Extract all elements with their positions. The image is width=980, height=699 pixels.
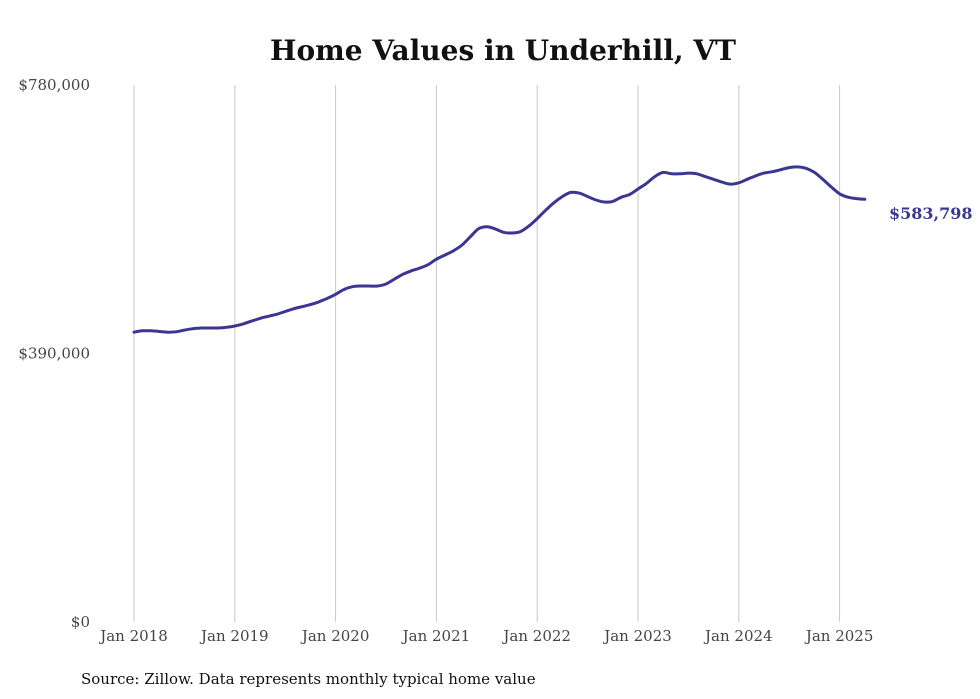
home-value-line bbox=[132, 165, 867, 334]
x-tick-label: Jan 2018 bbox=[98, 627, 168, 645]
x-tick-label: Jan 2023 bbox=[602, 627, 672, 645]
x-tick-label: Jan 2021 bbox=[401, 627, 471, 645]
chart-title: Home Values in Underhill, VT bbox=[270, 34, 736, 67]
x-tick-label: Jan 2020 bbox=[300, 627, 370, 645]
series-layer bbox=[132, 165, 867, 334]
source-note: Source: Zillow. Data represents monthly … bbox=[81, 670, 536, 688]
x-tick-label: Jan 2022 bbox=[501, 627, 571, 645]
end-value-label: $583,798 bbox=[889, 204, 973, 223]
y-tick-label: $0 bbox=[71, 613, 90, 631]
x-tick-label: Jan 2024 bbox=[703, 627, 773, 645]
y-tick-label: $780,000 bbox=[18, 76, 90, 94]
x-tick-label: Jan 2019 bbox=[199, 627, 269, 645]
y-axis-ticks: $0 $390,000 $780,000 bbox=[18, 76, 90, 631]
x-tick-label: Jan 2025 bbox=[804, 627, 874, 645]
x-axis-ticks: Jan 2018 Jan 2019 Jan 2020 Jan 2021 Jan 2022… bbox=[98, 627, 873, 645]
grid-layer bbox=[133, 85, 841, 622]
y-tick-label: $390,000 bbox=[18, 345, 90, 363]
